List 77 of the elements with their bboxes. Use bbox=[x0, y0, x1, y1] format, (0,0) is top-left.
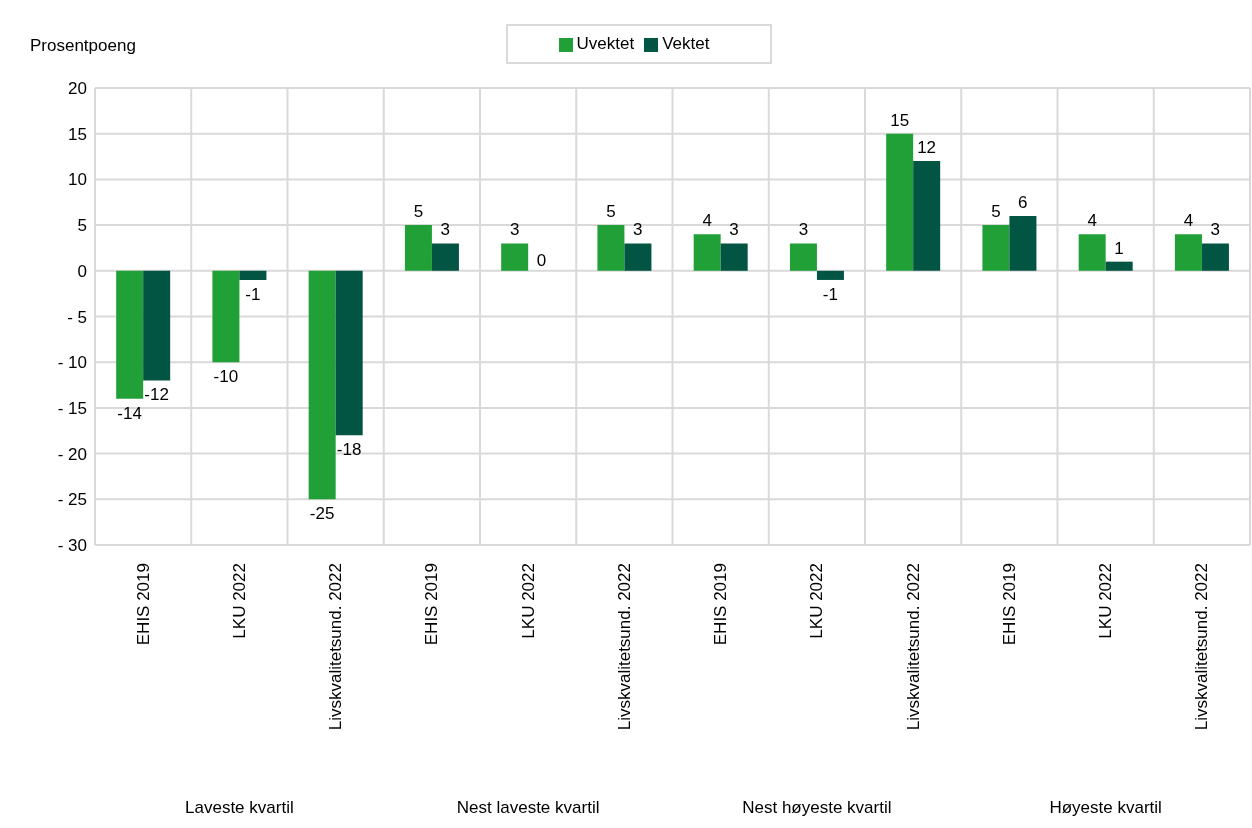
bar bbox=[913, 161, 941, 271]
bar bbox=[789, 243, 817, 271]
text: Høyeste kvartil bbox=[1048, 798, 1163, 818]
data-label: -25 bbox=[309, 504, 335, 524]
text: Nest laveste kvartil bbox=[455, 798, 601, 818]
x-tick-label: Livskvalitetsund. 2022 bbox=[903, 563, 923, 731]
data-label: 0 bbox=[536, 250, 547, 270]
data-label: 3 bbox=[729, 220, 739, 240]
data-label: 3 bbox=[1210, 220, 1221, 240]
y-tick-label: - 5 bbox=[67, 307, 87, 327]
x-tick-label: Livskvalitetsund. 2022 bbox=[1192, 563, 1212, 731]
x-tick-label: EHIS 2019 bbox=[999, 563, 1019, 646]
bar bbox=[1105, 261, 1133, 271]
x-tick-label: LKU 2022 bbox=[807, 563, 827, 639]
data-label: -10 bbox=[213, 367, 239, 387]
bar bbox=[1009, 215, 1037, 271]
x-tick-label: EHIS 2019 bbox=[711, 563, 731, 646]
data-label: 3 bbox=[440, 220, 451, 240]
bar bbox=[308, 270, 336, 500]
y-tick-label: 15 bbox=[68, 124, 87, 144]
data-label: -12 bbox=[144, 385, 169, 405]
data-label: 15 bbox=[890, 110, 910, 130]
bar bbox=[1078, 234, 1106, 271]
y-tick-label: 20 bbox=[68, 79, 87, 99]
data-label: 5 bbox=[606, 202, 616, 222]
data-label: -14 bbox=[117, 403, 142, 423]
bar bbox=[143, 270, 171, 381]
bar bbox=[212, 270, 240, 363]
legend-label: Uvektet bbox=[576, 34, 635, 53]
y-tick-label: 5 bbox=[77, 216, 87, 236]
y-tick-label: - 10 bbox=[57, 353, 87, 373]
data-label: 5 bbox=[991, 202, 1001, 222]
y-tick-label: - 15 bbox=[57, 398, 87, 418]
data-label: -1 bbox=[245, 284, 261, 304]
data-label: 3 bbox=[633, 220, 643, 240]
text: Nest høyeste kvartil bbox=[741, 798, 893, 818]
bar bbox=[720, 243, 748, 271]
legend-label: Vektet bbox=[662, 34, 710, 53]
bar bbox=[501, 243, 529, 271]
x-tick-label: LKU 2022 bbox=[518, 563, 538, 639]
data-label: 12 bbox=[917, 138, 937, 158]
bar bbox=[886, 133, 914, 271]
x-tick-label: Livskvalitetsund. 2022 bbox=[326, 563, 346, 731]
bar bbox=[431, 243, 459, 271]
y-tick-label: 10 bbox=[68, 170, 87, 190]
bar bbox=[1174, 234, 1202, 271]
data-label: 5 bbox=[413, 202, 424, 222]
data-label: -1 bbox=[822, 284, 838, 304]
text: Laveste kvartil bbox=[184, 798, 295, 818]
bar bbox=[335, 270, 363, 436]
y-tick-label: - 20 bbox=[57, 444, 87, 464]
data-label: 4 bbox=[1087, 211, 1097, 231]
bar bbox=[624, 243, 652, 271]
bar bbox=[693, 234, 721, 271]
x-tick-label: Livskvalitetsund. 2022 bbox=[614, 563, 634, 731]
data-label: 3 bbox=[798, 220, 809, 240]
data-label: 1 bbox=[1114, 238, 1124, 258]
bar bbox=[982, 225, 1010, 271]
bar bbox=[116, 270, 144, 399]
data-label: 3 bbox=[509, 220, 520, 240]
data-label: -18 bbox=[336, 440, 362, 460]
bar bbox=[239, 270, 267, 280]
data-label: 4 bbox=[702, 211, 712, 231]
bar bbox=[1201, 243, 1229, 271]
x-tick-label: EHIS 2019 bbox=[422, 563, 442, 646]
bar bbox=[404, 225, 432, 271]
y-tick-label: 0 bbox=[77, 261, 87, 281]
x-tick-label: LKU 2022 bbox=[229, 563, 249, 639]
data-label: 6 bbox=[1018, 192, 1028, 212]
x-tick-label: LKU 2022 bbox=[1096, 563, 1116, 639]
bar bbox=[597, 225, 625, 271]
y-axis-title: Prosentpoeng bbox=[30, 36, 136, 56]
bar bbox=[816, 270, 844, 280]
x-tick-label: EHIS 2019 bbox=[133, 563, 153, 646]
y-tick-label: - 30 bbox=[57, 536, 87, 556]
data-label: 4 bbox=[1183, 211, 1194, 231]
y-tick-label: - 25 bbox=[57, 490, 87, 510]
